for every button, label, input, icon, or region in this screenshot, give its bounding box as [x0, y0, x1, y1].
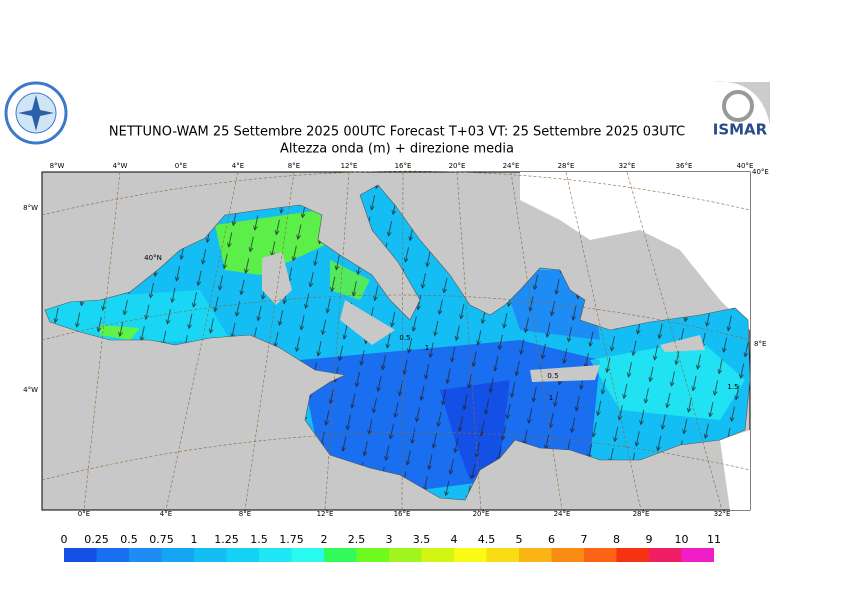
legend-label: 0.75 [149, 533, 174, 546]
lon-label: 4°E [232, 162, 244, 170]
lon-label: 16°E [394, 510, 411, 518]
legend-swatch [616, 548, 649, 562]
lon-label: 0°E [78, 510, 90, 518]
lon-label: 40°E [737, 162, 754, 170]
legend-label: 7 [581, 533, 588, 546]
legend-swatch [584, 548, 617, 562]
legend-swatch [389, 548, 422, 562]
lon-label: 28°E [558, 162, 575, 170]
legend-label: 3.5 [413, 533, 431, 546]
lon-label: 12°E [341, 162, 358, 170]
legend-label: 2 [321, 533, 328, 546]
logo-text: ISMAR [713, 121, 768, 139]
map [41, 170, 751, 511]
legend-swatch [519, 548, 552, 562]
lon-label: 36°E [676, 162, 693, 170]
lon-label: 20°E [473, 510, 490, 518]
lon-label: 8°W [50, 162, 65, 170]
lon-label: 8°E [288, 162, 300, 170]
lon-label: 8°E [239, 510, 251, 518]
lat-label: 8°E [754, 340, 766, 348]
contour-label: 0.5 [547, 372, 558, 380]
legend-swatch [324, 548, 357, 562]
legend-label: 0.25 [84, 533, 109, 546]
lon-label: 32°E [619, 162, 636, 170]
legend-swatch [161, 548, 194, 562]
legend-swatch [421, 548, 454, 562]
lon-label: 24°E [503, 162, 520, 170]
legend-swatch [551, 548, 584, 562]
legend-swatch [649, 548, 682, 562]
lon-label: 4°W [113, 162, 128, 170]
legend-label: 4 [451, 533, 458, 546]
legend-swatch [454, 548, 487, 562]
legend-swatch [194, 548, 227, 562]
legend-swatch [681, 548, 714, 562]
legend-label: 1.5 [250, 533, 268, 546]
lon-label: 12°E [317, 510, 334, 518]
legend-label: 11 [707, 533, 721, 546]
legend-label: 0 [61, 533, 68, 546]
lat-label: 40°E [752, 168, 769, 176]
contour-label: 1 [425, 344, 429, 352]
lat-label: 8°W [23, 204, 38, 212]
lon-label: 24°E [554, 510, 571, 518]
legend-swatch [486, 548, 519, 562]
legend-label: 10 [675, 533, 689, 546]
legend-swatch [96, 548, 129, 562]
lon-label: 4°E [160, 510, 172, 518]
logo-right: ISMAR [708, 78, 772, 142]
legend-swatch [64, 548, 97, 562]
lon-label: 32°E [714, 510, 731, 518]
legend-label: 9 [646, 533, 653, 546]
legend-label: 1.75 [279, 533, 304, 546]
contour-label: 0.5 [399, 334, 410, 342]
legend-label: 1 [191, 533, 198, 546]
lon-label: 28°E [633, 510, 650, 518]
legend-swatch [226, 548, 259, 562]
legend-swatch [356, 548, 389, 562]
lon-label: 16°E [395, 162, 412, 170]
subtitle: Altezza onda (m) + direzione media [280, 142, 514, 157]
legend-swatch [129, 548, 162, 562]
contour-label: 1.5 [727, 383, 738, 391]
logo-left [4, 81, 68, 145]
contour-label: 40°N [144, 254, 162, 262]
lat-label: 4°W [23, 386, 38, 394]
title: NETTUNO-WAM 25 Settembre 2025 00UTC Fore… [109, 125, 685, 140]
legend-label: 0.5 [120, 533, 138, 546]
legend-swatch [259, 548, 292, 562]
legend-label: 4.5 [478, 533, 496, 546]
legend-label: 1.25 [214, 533, 239, 546]
legend-label: 3 [386, 533, 393, 546]
legend-swatch [291, 548, 324, 562]
legend-label: 6 [548, 533, 555, 546]
legend-label: 5 [516, 533, 523, 546]
contour-label: 1 [549, 394, 553, 402]
lon-label: 0°E [175, 162, 187, 170]
legend-label: 2.5 [348, 533, 366, 546]
legend-label: 8 [613, 533, 620, 546]
lon-label: 20°E [449, 162, 466, 170]
